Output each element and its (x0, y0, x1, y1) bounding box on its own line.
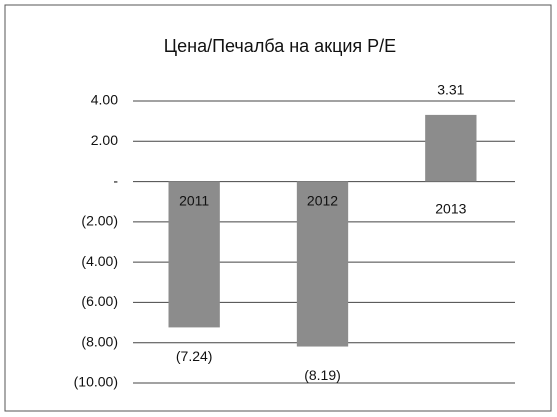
value-label: (8.19) (304, 367, 341, 383)
y-tick-label: (8.00) (81, 333, 118, 349)
y-tick-label: 2.00 (91, 132, 118, 148)
y-tick-label: (2.00) (81, 213, 118, 229)
y-tick-label: - (113, 172, 118, 188)
chart-frame (4, 4, 552, 412)
value-label: 3.31 (437, 82, 464, 98)
y-tick-label: (4.00) (81, 253, 118, 269)
value-label: (7.24) (176, 348, 213, 364)
y-tick-label: 4.00 (91, 92, 118, 108)
bar (296, 181, 349, 347)
bar (168, 181, 220, 328)
y-tick-label: (6.00) (81, 293, 118, 309)
category-label: 2012 (307, 192, 338, 208)
chart-title: Цена/Печалба на акция Р/Е (164, 36, 396, 56)
bar (425, 114, 477, 182)
category-label: 2013 (435, 200, 466, 216)
y-tick-label: (10.00) (74, 374, 118, 390)
category-label: 2011 (179, 192, 209, 208)
